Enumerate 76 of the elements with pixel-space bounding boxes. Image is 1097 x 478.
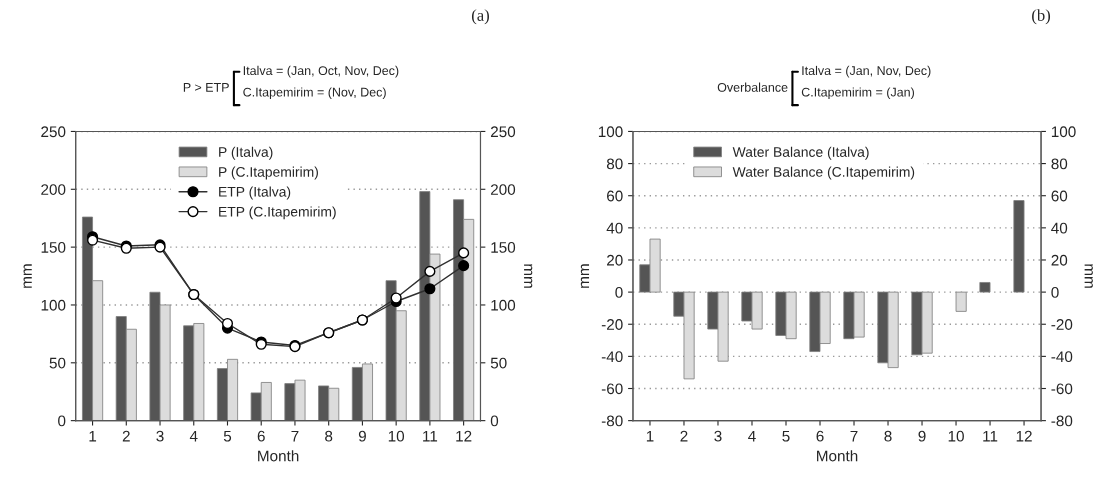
y-tick-label: 100 <box>41 299 66 311</box>
y2-tick-label: 60 <box>1051 190 1068 202</box>
x-tick-label: 7 <box>291 430 299 442</box>
legend-label: Water Balance (C.Itapemirim) <box>732 166 915 180</box>
x-tick-label: 5 <box>782 430 790 442</box>
x-tick-label: 1 <box>89 430 97 442</box>
x-tick-label: 6 <box>257 430 265 442</box>
y2-tick-label: 40 <box>1051 222 1068 234</box>
x-tick-label: 3 <box>156 430 164 442</box>
y-tick-label: -80 <box>601 415 623 427</box>
y-tick-label: -60 <box>601 383 623 395</box>
y2-tick-label: 200 <box>490 184 516 195</box>
y-axis-title: mm <box>23 264 32 288</box>
y-tick-label: 50 <box>49 357 66 369</box>
y2-tick-label: 150 <box>491 241 516 253</box>
y2-tick-label: 100 <box>491 299 516 311</box>
y-tick-label: 80 <box>606 158 623 170</box>
x-tick-label: 4 <box>748 430 756 442</box>
y-tick-label: -40 <box>601 351 623 363</box>
y-tick-label: 200 <box>41 184 66 195</box>
x-tick-label: 11 <box>423 430 438 442</box>
x-tick-label: 6 <box>816 430 824 442</box>
x-tick-label: 11 <box>983 430 998 442</box>
y-tick-label: 40 <box>606 222 623 234</box>
y2-axis-title: mm <box>524 264 533 288</box>
y-tick-label: 250 <box>41 126 66 138</box>
x-axis-title: Month <box>817 450 858 462</box>
x-tick-label: 8 <box>325 430 333 442</box>
y-axis-title: mm <box>580 264 590 288</box>
x-tick-label: 1 <box>646 430 654 442</box>
chart-title: Overbalance <box>717 82 788 92</box>
text: Italva = (Jan, Oct, Nov, Dec) <box>243 65 399 78</box>
y-tick-label: 150 <box>41 241 66 253</box>
y2-axis-title: mm <box>1084 264 1093 288</box>
x-tick-label: 9 <box>358 430 366 442</box>
x-tick-label: 8 <box>884 430 892 442</box>
x-tick-label: 5 <box>223 430 232 442</box>
x-tick-label: 7 <box>850 430 858 442</box>
y2-tick-label: 0 <box>1051 286 1059 298</box>
text: (a) <box>471 9 489 25</box>
y-tick-label: 0 <box>615 286 623 298</box>
legend-label: P (Italva) <box>219 146 273 160</box>
x-tick-label: 10 <box>388 430 405 442</box>
y-tick-label: 0 <box>58 415 66 427</box>
y2-tick-label: 20 <box>1051 254 1068 266</box>
x-axis-title: Month <box>258 450 299 462</box>
legend-label: P (C.Itapemirim) <box>219 166 318 180</box>
y2-tick-label: 80 <box>1051 158 1068 170</box>
text: Italva = (Jan, Nov, Dec) <box>802 65 931 78</box>
x-tick-label: 9 <box>918 430 926 442</box>
text: C.Itapemirim = (Nov, Dec) <box>243 87 386 100</box>
legend-label: ETP (C.Itapemirim) <box>219 206 336 220</box>
x-tick-label: 4 <box>189 430 198 442</box>
y-tick-label: -20 <box>601 319 623 330</box>
y2-tick-label: 0 <box>490 415 499 427</box>
y2-tick-label: -20 <box>1051 319 1073 330</box>
y-tick-label: 100 <box>598 126 623 138</box>
x-tick-label: 10 <box>948 430 964 442</box>
legend-label: ETP (Italva) <box>219 186 291 200</box>
x-tick-label: 12 <box>1016 430 1032 442</box>
x-tick-label: 3 <box>714 430 722 442</box>
x-tick-label: 12 <box>456 430 472 442</box>
y2-tick-label: 50 <box>490 357 507 369</box>
x-tick-label: 2 <box>680 430 688 442</box>
text: (b) <box>1032 9 1051 25</box>
text: C.Itapemirim = (Jan) <box>801 87 914 100</box>
y2-tick-label: 250 <box>490 126 516 138</box>
y2-tick-label: -40 <box>1051 351 1073 363</box>
chart-title: P > ETP <box>183 83 229 92</box>
y2-tick-label: -80 <box>1051 415 1073 427</box>
legend-label: Water Balance (Italva) <box>732 146 869 160</box>
x-tick-label: 2 <box>122 430 130 442</box>
y-tick-label: 20 <box>607 254 623 266</box>
y-tick-label: 60 <box>607 190 623 202</box>
y2-tick-label: -60 <box>1051 383 1073 395</box>
y2-tick-label: 100 <box>1051 126 1076 138</box>
